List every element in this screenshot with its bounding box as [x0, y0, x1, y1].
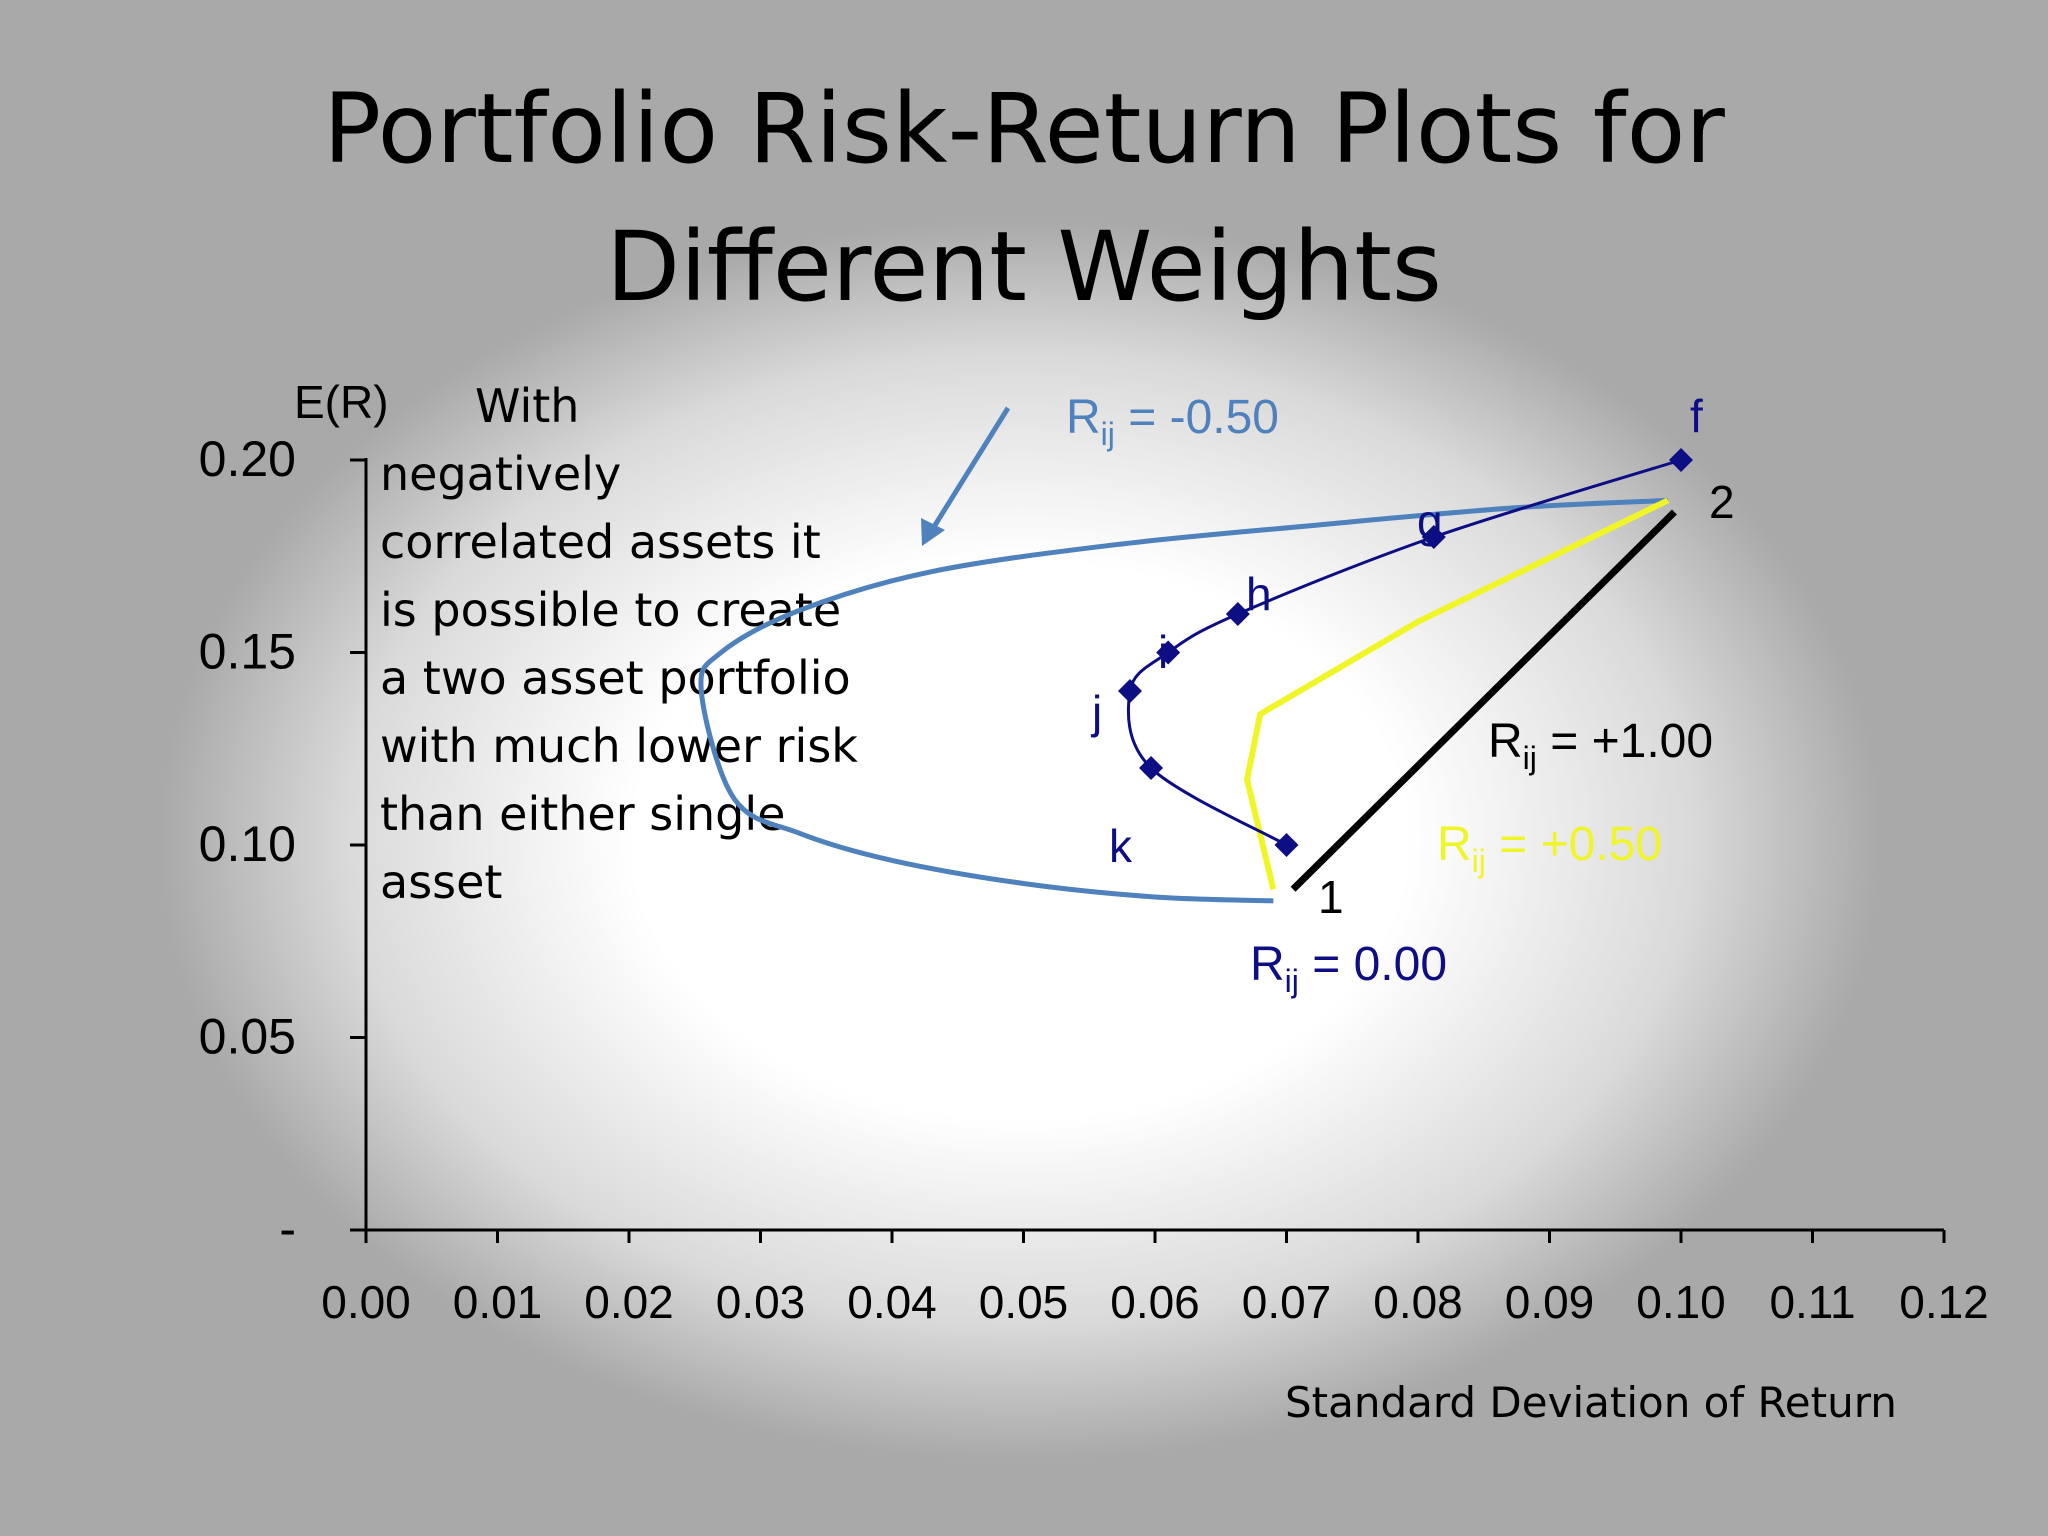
y-tick-label: 0.05	[199, 1009, 296, 1065]
x-tick-label: 0.06	[1110, 1276, 1200, 1328]
y-axis-label: E(R)	[294, 376, 389, 428]
point-label-j: j	[1090, 686, 1102, 738]
data-point-marker	[1421, 525, 1446, 549]
x-tick-label: 0.04	[847, 1276, 937, 1328]
x-tick-label: 0.08	[1373, 1276, 1463, 1328]
explanation-first-word: With	[475, 379, 580, 433]
x-tick-label: 0.05	[979, 1276, 1069, 1328]
data-point-marker	[1274, 833, 1299, 857]
pointer-arrow-head	[921, 518, 945, 546]
point-label-g: g	[1417, 495, 1443, 547]
x-tick-label: 0.10	[1636, 1276, 1726, 1328]
y-tick-label: 0.10	[199, 816, 296, 872]
corr-label-rij-0-00: Rij = 0.00	[1250, 938, 1447, 999]
pointer-arrow-line	[929, 406, 1011, 532]
y-tick-label: 0.20	[199, 431, 296, 487]
point-label-f: f	[1690, 390, 1703, 442]
page-title: Portfolio Risk-Return Plots for Differen…	[0, 60, 2048, 336]
title-line-2: Different Weights	[606, 211, 1442, 323]
x-tick-label: 0.09	[1505, 1276, 1595, 1328]
data-point-marker	[1156, 640, 1181, 665]
x-tick-label: 0.07	[1242, 1276, 1332, 1328]
x-tick-label: 0.03	[716, 1276, 806, 1328]
corr-label-rij-1-00: Rij = +1.00	[1488, 715, 1713, 776]
series-line-rij-pos-050	[1243, 497, 1670, 890]
data-point-marker	[1225, 602, 1250, 626]
x-tick-label: 0.01	[453, 1276, 543, 1328]
x-tick-label: 0.02	[584, 1276, 674, 1328]
data-point-marker	[1669, 448, 1693, 472]
series-line-rij-neg-050	[698, 497, 1668, 904]
data-point-marker	[1139, 756, 1164, 780]
asset-label-1: 1	[1318, 871, 1344, 923]
y-tick-label: 0.15	[199, 624, 296, 680]
title-line-1: Portfolio Risk-Return Plots for	[323, 73, 1725, 185]
data-point-marker	[1118, 679, 1143, 703]
point-label-i: i	[1158, 626, 1168, 678]
x-axis-label: Standard Deviation of Return	[1285, 1378, 1897, 1427]
x-tick-label: 0.11	[1769, 1276, 1855, 1328]
x-tick-label: 0.00	[321, 1276, 411, 1328]
asset-label-2: 2	[1709, 476, 1735, 528]
explanation-text: With negatively correlated assets it is …	[380, 372, 870, 916]
point-label-h: h	[1246, 568, 1272, 620]
corr-label-rij-0-50: Rij = +0.50	[1437, 818, 1662, 879]
point-label-k: k	[1109, 820, 1133, 872]
x-tick-label: 0.12	[1899, 1276, 1989, 1328]
corr-label-rij-0-50: Rij = -0.50	[1066, 391, 1279, 452]
explanation-body: negatively correlated assets it is possi…	[380, 447, 858, 909]
y-tick-label: -	[279, 1201, 296, 1257]
series-line-rij-pos-100	[1290, 509, 1677, 892]
